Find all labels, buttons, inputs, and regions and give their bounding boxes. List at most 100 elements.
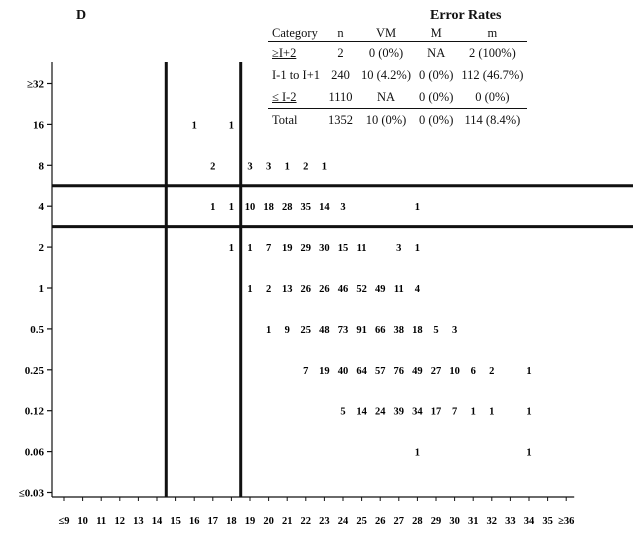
count-value: 14 xyxy=(356,407,367,418)
x-tick-label: 24 xyxy=(338,516,349,527)
count-value: 3 xyxy=(247,161,252,172)
minor-cell: 112 (46.7%) xyxy=(461,67,524,82)
count-value: 30 xyxy=(319,243,330,254)
y-tick-label: 1 xyxy=(39,283,45,295)
category-cell: Total xyxy=(268,109,324,132)
count-value: 1 xyxy=(322,161,327,172)
y-tick-label: ≤0.03 xyxy=(19,488,45,500)
header-major: M xyxy=(415,26,458,42)
category-label: ≤ I-2 xyxy=(272,89,297,104)
x-tick-label: 12 xyxy=(115,516,126,527)
count-value: 19 xyxy=(319,366,330,377)
x-tick-label: 13 xyxy=(133,516,144,527)
n-cell: 1352 xyxy=(328,112,354,127)
count-value: 1 xyxy=(415,202,420,213)
count-value: 64 xyxy=(356,366,367,377)
count-value: 2 xyxy=(489,366,494,377)
count-value: 3 xyxy=(340,202,345,213)
count-value: 34 xyxy=(412,407,423,418)
count-value: 46 xyxy=(338,284,349,295)
vm-cell: 10 (4.2%) xyxy=(361,67,412,82)
count-value: 48 xyxy=(319,325,330,336)
count-value: 1 xyxy=(285,161,290,172)
x-tick-label: 19 xyxy=(245,516,256,527)
count-value: 10 xyxy=(245,202,256,213)
count-value: 11 xyxy=(357,243,367,254)
count-value: 1 xyxy=(210,202,215,213)
y-tick-label: 0.25 xyxy=(25,365,45,377)
x-tick-label: 15 xyxy=(170,516,181,527)
count-value: 3 xyxy=(266,161,271,172)
count-value: 15 xyxy=(338,243,349,254)
count-value: 13 xyxy=(282,284,293,295)
count-value: 39 xyxy=(394,407,405,418)
count-value: 18 xyxy=(263,202,274,213)
count-value: 1 xyxy=(526,407,531,418)
header-vm: VM xyxy=(357,26,416,42)
n-cell: 2 xyxy=(337,45,344,60)
header-minor: m xyxy=(457,26,528,42)
x-tick-label: 20 xyxy=(263,516,274,527)
count-value: 10 xyxy=(449,366,460,377)
count-value: 26 xyxy=(301,284,312,295)
count-cells: 1 12 3 3 1 2 11 1 10 18 28 35 14 3 11 1 7 19 29 30 15 11 3 11 2 1… xyxy=(192,120,532,458)
x-tick-label: 10 xyxy=(77,516,88,527)
x-tick-label: 33 xyxy=(505,516,516,527)
header-n: n xyxy=(324,26,358,42)
y-tick-label: 0.12 xyxy=(25,406,45,418)
count-value: 1 xyxy=(526,448,531,459)
x-tick-label: 30 xyxy=(449,516,460,527)
count-value: 3 xyxy=(452,325,457,336)
y-tick-label: 8 xyxy=(39,160,45,172)
minor-cell: 114 (8.4%) xyxy=(464,112,521,127)
count-value: 52 xyxy=(356,284,367,295)
count-value: 91 xyxy=(356,325,367,336)
count-value: 2 xyxy=(266,284,271,295)
category-label: ≥I+2 xyxy=(272,45,297,60)
vm-cell: NA xyxy=(357,86,416,109)
count-value: 40 xyxy=(338,366,349,377)
count-value: 2 xyxy=(303,161,308,172)
count-value: 38 xyxy=(394,325,405,336)
count-value: 6 xyxy=(471,366,476,377)
minor-cell: 0 (0%) xyxy=(457,86,528,109)
count-value: 9 xyxy=(285,325,290,336)
y-axis-labels: ≥32 16 8 4 2 1 0.5 0.25 0.12 0.06 ≤0.03 xyxy=(19,79,52,500)
count-value: 1 xyxy=(266,325,271,336)
x-tick-label: 14 xyxy=(152,516,163,527)
x-tick-label: 22 xyxy=(301,516,312,527)
count-value: 1 xyxy=(192,120,197,131)
category-cell: ≤ I-2 xyxy=(268,86,325,109)
count-value: 18 xyxy=(412,325,423,336)
count-value: 28 xyxy=(282,202,293,213)
error-rates-title: Error Rates xyxy=(430,8,502,23)
y-tick-label: 16 xyxy=(33,119,45,131)
error-rates-table: Category n VM M m ≥I+2 2 0 (0%) NA 2 (10… xyxy=(268,26,528,132)
count-value: 49 xyxy=(412,366,423,377)
count-value: 1 xyxy=(229,120,234,131)
category-cell: ≥I+2 xyxy=(268,42,324,65)
x-tick-label: 28 xyxy=(412,516,423,527)
n-cell: 240 xyxy=(331,67,350,82)
error-rates-row: ≥I+2 2 0 (0%) NA 2 (100%) xyxy=(268,42,527,65)
minor-cell: 2 (100%) xyxy=(468,45,516,60)
x-tick-label: 11 xyxy=(96,516,106,527)
category-label: I-1 to I+1 xyxy=(272,67,321,82)
count-value: 1 xyxy=(229,202,234,213)
count-value: 1 xyxy=(471,407,476,418)
major-cell: 0 (0%) xyxy=(415,86,458,109)
count-value: 1 xyxy=(229,243,234,254)
count-value: 1 xyxy=(415,243,420,254)
x-tick-label: 27 xyxy=(394,516,405,527)
header-category: Category xyxy=(268,26,325,42)
count-value: 76 xyxy=(394,366,405,377)
x-tick-label: 17 xyxy=(208,516,219,527)
x-tick-label: 18 xyxy=(226,516,237,527)
x-tick-label: 35 xyxy=(542,516,553,527)
category-label: Total xyxy=(272,112,298,127)
count-value: 4 xyxy=(415,284,421,295)
y-tick-label: 2 xyxy=(39,242,45,254)
x-tick-label: 26 xyxy=(375,516,386,527)
count-value: 49 xyxy=(375,284,386,295)
count-value: 1 xyxy=(247,284,252,295)
